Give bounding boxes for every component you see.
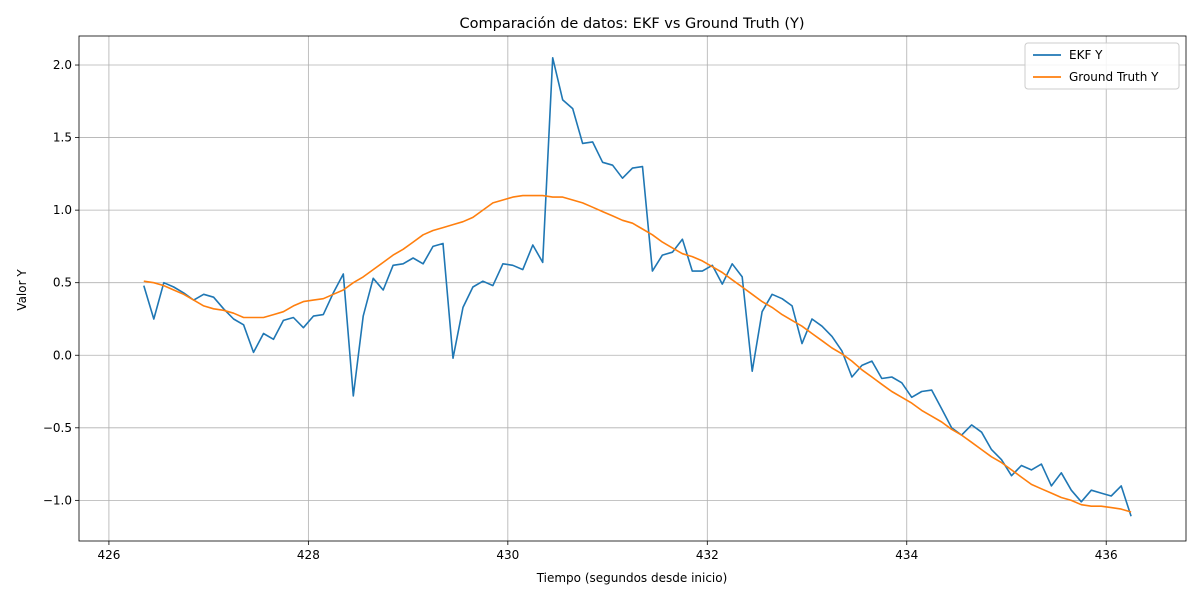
x-tick-label: 428 bbox=[297, 548, 320, 562]
plot-area bbox=[143, 56, 1132, 517]
plot-frame bbox=[78, 35, 1187, 542]
x-tick-label: 426 bbox=[97, 548, 120, 562]
series-line-ground-truth-y bbox=[143, 194, 1132, 513]
series-line-ekf-y bbox=[143, 56, 1132, 517]
y-tick-label: 2.0 bbox=[53, 58, 72, 72]
y-tick-label: 1.5 bbox=[53, 131, 72, 145]
legend-label: EKF Y bbox=[1069, 48, 1103, 62]
x-axis-label: Tiempo (segundos desde inicio) bbox=[536, 571, 728, 585]
legend: EKF Y Ground Truth Y bbox=[1024, 42, 1180, 90]
y-tick-label: −0.5 bbox=[43, 421, 72, 435]
axes: 426 428 430 432 434 436 −1.0 −0.5 0.0 0.5 1.0 1.5 2.… bbox=[43, 35, 1187, 562]
y-tick-label: −1.0 bbox=[43, 493, 72, 507]
chart-title: Comparación de datos: EKF vs Ground Trut… bbox=[460, 16, 805, 32]
grid bbox=[79, 36, 1186, 541]
y-tick-label: 0.5 bbox=[53, 276, 72, 290]
x-tick-label: 434 bbox=[895, 548, 918, 562]
y-axis-label: Valor Y bbox=[15, 269, 29, 311]
y-tick-label: 1.0 bbox=[53, 203, 72, 217]
y-tick-label: 0.0 bbox=[53, 348, 72, 362]
x-tick-label: 430 bbox=[496, 548, 519, 562]
x-tick-label: 436 bbox=[1095, 548, 1118, 562]
x-tick-label: 432 bbox=[696, 548, 719, 562]
legend-box bbox=[1024, 42, 1180, 90]
legend-label: Ground Truth Y bbox=[1069, 70, 1159, 84]
